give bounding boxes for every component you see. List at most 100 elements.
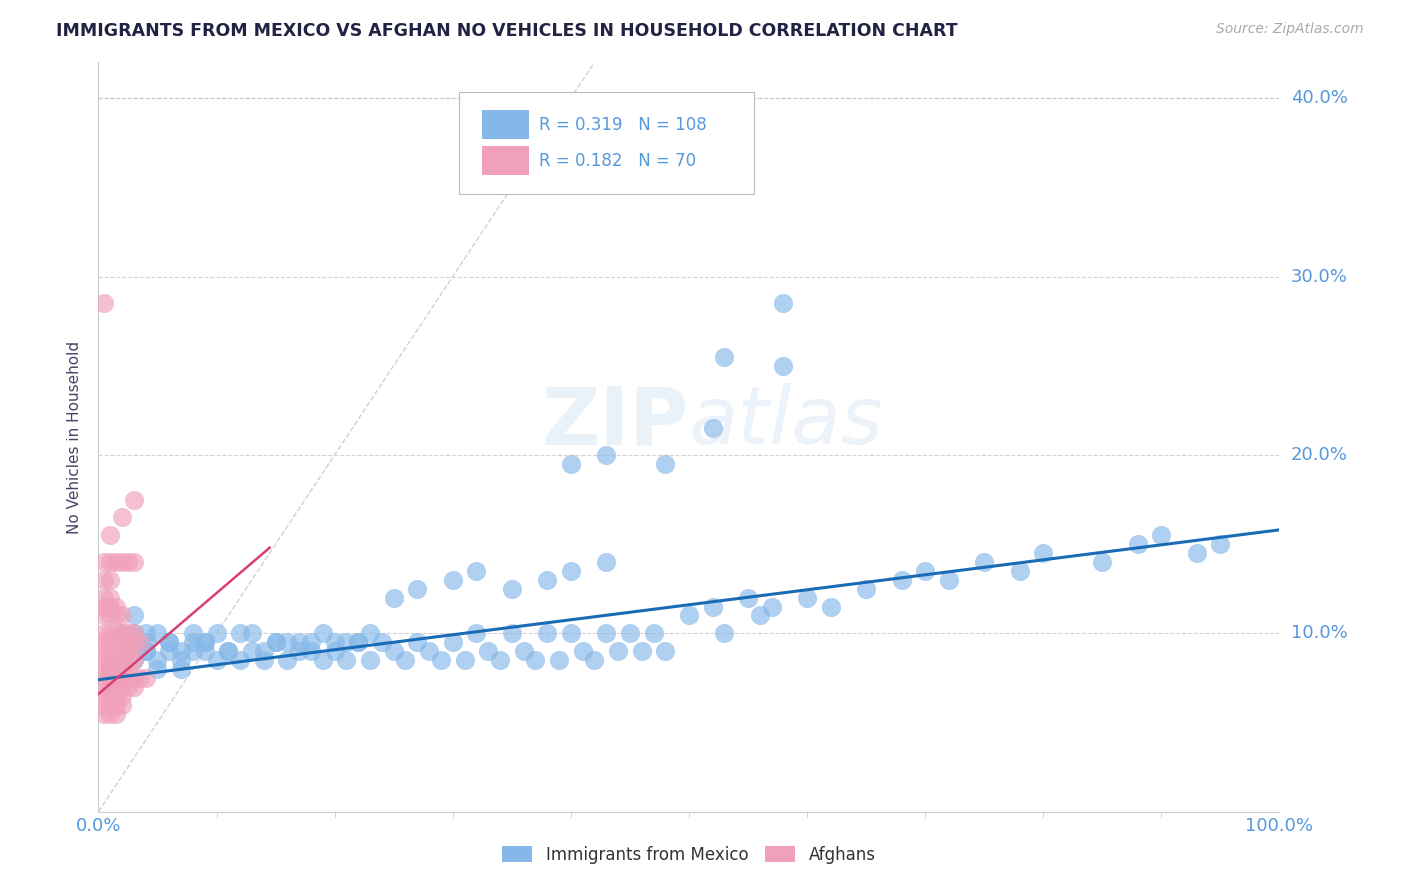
- Point: [299, 644, 322, 658]
- Point: [105, 644, 128, 658]
- Point: [335, 635, 357, 649]
- Point: [93, 644, 115, 658]
- Point: [406, 582, 429, 596]
- Point: [105, 671, 128, 685]
- Point: [93, 689, 115, 703]
- Point: [111, 653, 134, 667]
- Point: [98, 698, 121, 712]
- Point: [117, 555, 139, 569]
- Point: [643, 626, 665, 640]
- Point: [170, 662, 193, 676]
- Point: [477, 644, 499, 658]
- Point: [973, 555, 995, 569]
- Point: [105, 608, 128, 623]
- Point: [146, 626, 169, 640]
- Point: [536, 573, 558, 587]
- Text: R = 0.319   N = 108: R = 0.319 N = 108: [538, 116, 707, 134]
- Point: [122, 653, 145, 667]
- Point: [571, 644, 593, 658]
- Point: [536, 626, 558, 640]
- Point: [205, 653, 228, 667]
- Point: [359, 626, 381, 640]
- Point: [157, 635, 180, 649]
- Point: [111, 510, 134, 524]
- Point: [335, 653, 357, 667]
- Point: [111, 662, 134, 676]
- Point: [111, 671, 134, 685]
- Point: [312, 626, 335, 640]
- Point: [1126, 537, 1149, 551]
- Point: [347, 635, 370, 649]
- Point: [229, 626, 252, 640]
- Point: [98, 599, 121, 614]
- Point: [98, 689, 121, 703]
- Point: [128, 671, 150, 685]
- Text: 40.0%: 40.0%: [1291, 89, 1347, 107]
- Point: [737, 591, 759, 605]
- Point: [430, 653, 453, 667]
- Text: atlas: atlas: [689, 383, 884, 461]
- Point: [772, 359, 794, 373]
- Point: [299, 635, 322, 649]
- Point: [93, 608, 115, 623]
- Point: [93, 296, 115, 310]
- Point: [93, 599, 115, 614]
- Point: [122, 680, 145, 694]
- Point: [98, 528, 121, 542]
- Point: [560, 457, 582, 471]
- Point: [111, 680, 134, 694]
- Point: [93, 555, 115, 569]
- Point: [93, 706, 115, 721]
- Point: [229, 653, 252, 667]
- Point: [117, 635, 139, 649]
- Point: [406, 635, 429, 649]
- Point: [312, 653, 335, 667]
- Text: 20.0%: 20.0%: [1291, 446, 1347, 464]
- Point: [441, 635, 464, 649]
- Point: [98, 573, 121, 587]
- Point: [117, 644, 139, 658]
- Point: [98, 653, 121, 667]
- Point: [135, 671, 157, 685]
- Point: [890, 573, 912, 587]
- Text: 30.0%: 30.0%: [1291, 268, 1347, 285]
- Point: [93, 653, 115, 667]
- Point: [217, 644, 239, 658]
- Point: [98, 626, 121, 640]
- Point: [111, 635, 134, 649]
- Point: [678, 608, 700, 623]
- Point: [465, 564, 488, 578]
- Point: [323, 635, 346, 649]
- Point: [170, 653, 193, 667]
- Point: [135, 644, 157, 658]
- Text: 10.0%: 10.0%: [1291, 624, 1347, 642]
- Point: [111, 653, 134, 667]
- Point: [194, 644, 217, 658]
- Point: [595, 555, 617, 569]
- Text: R = 0.182   N = 70: R = 0.182 N = 70: [538, 152, 696, 169]
- Point: [796, 591, 818, 605]
- Point: [98, 671, 121, 685]
- FancyBboxPatch shape: [458, 93, 754, 194]
- Point: [323, 644, 346, 658]
- Point: [122, 671, 145, 685]
- Point: [347, 635, 370, 649]
- Point: [560, 626, 582, 640]
- Point: [111, 555, 134, 569]
- Point: [772, 296, 794, 310]
- Point: [122, 492, 145, 507]
- Point: [288, 644, 311, 658]
- Point: [702, 421, 724, 435]
- Point: [122, 653, 145, 667]
- Point: [98, 644, 121, 658]
- Point: [394, 653, 416, 667]
- Point: [135, 644, 157, 658]
- Point: [98, 662, 121, 676]
- Point: [98, 680, 121, 694]
- Point: [194, 635, 217, 649]
- Point: [524, 653, 547, 667]
- Point: [761, 599, 783, 614]
- Point: [93, 671, 115, 685]
- Point: [371, 635, 394, 649]
- Point: [122, 635, 145, 649]
